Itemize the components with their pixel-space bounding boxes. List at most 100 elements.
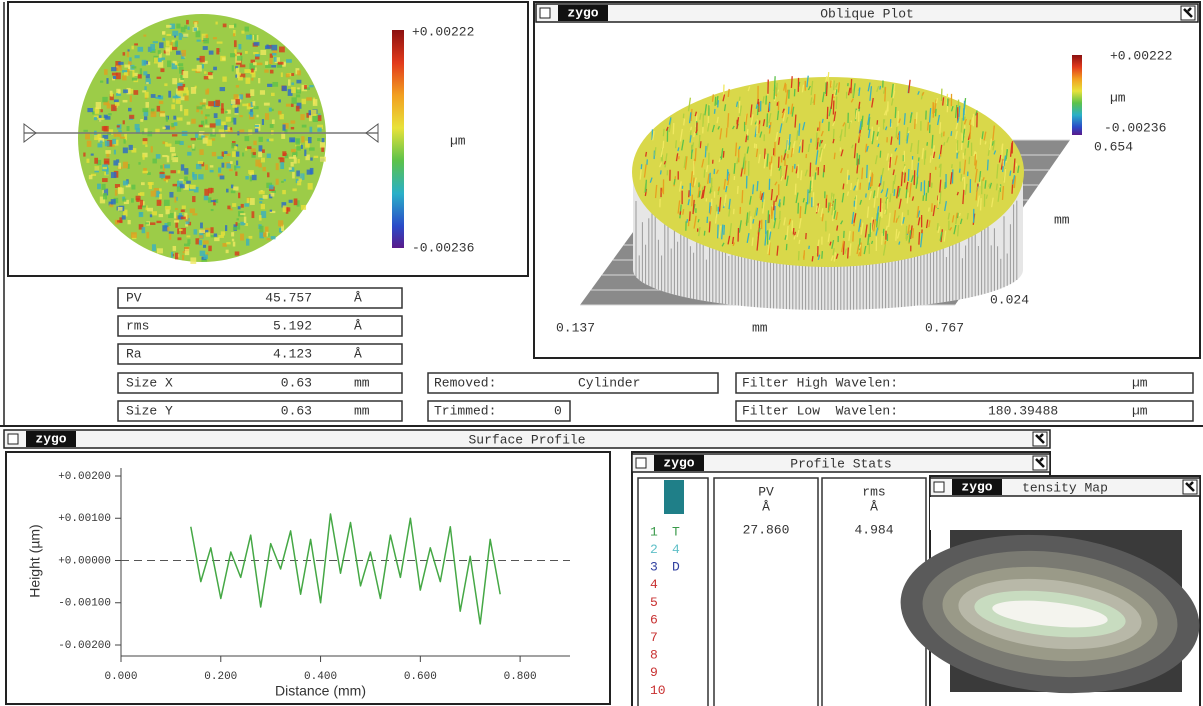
surface-spike: [746, 233, 750, 243]
map-texture: [100, 80, 104, 83]
surface-spike: [755, 207, 759, 216]
map-texture: [235, 74, 238, 78]
map-texture: [230, 161, 233, 165]
close-button[interactable]: [933, 481, 945, 493]
map-texture: [111, 72, 118, 76]
map-texture: [205, 229, 209, 233]
map-texture: [151, 244, 156, 252]
close-button[interactable]: [7, 433, 19, 445]
surface-spike: [699, 141, 702, 149]
surface-spike: [896, 185, 900, 199]
map-texture: [129, 114, 135, 119]
map-texture: [106, 103, 111, 109]
surface-spike: [690, 108, 693, 122]
surface-spike: [745, 212, 749, 226]
map-texture: [224, 151, 228, 155]
map-texture: [122, 120, 125, 125]
map-texture: [116, 131, 122, 137]
map-texture: [253, 106, 259, 110]
surface-spike: [926, 121, 930, 131]
map-texture: [215, 199, 219, 204]
map-texture: [259, 232, 265, 239]
surface-spike: [720, 148, 724, 160]
surface-spike: [906, 192, 909, 204]
map-texture: [156, 76, 162, 79]
map-texture: [288, 167, 292, 170]
surface-spike: [668, 118, 672, 133]
surface-spike: [915, 112, 918, 124]
surface-spike: [947, 212, 951, 220]
surface-spike: [771, 207, 774, 219]
map-texture: [295, 105, 300, 112]
map-texture: [113, 149, 116, 155]
result-label: Size Y: [126, 403, 173, 418]
surface-spike: [916, 162, 920, 176]
surface-spike: [811, 176, 814, 191]
map-texture: [161, 57, 166, 60]
map-texture: [253, 140, 257, 146]
surface-spike: [759, 190, 762, 199]
surface-spike: [799, 206, 802, 219]
surface-spike: [917, 210, 921, 218]
col-header: PV: [758, 484, 774, 499]
map-texture: [145, 74, 150, 79]
map-texture: [209, 169, 214, 173]
surface-spike: [654, 184, 658, 199]
map-texture: [221, 151, 224, 157]
surface-spike: [907, 169, 910, 181]
map-texture: [94, 166, 100, 171]
map-texture: [265, 231, 269, 237]
surface-spike: [927, 180, 930, 193]
map-texture: [172, 78, 178, 85]
surface-spike: [830, 79, 833, 87]
surface-spike: [757, 154, 761, 164]
setting-value: Cylinder: [578, 375, 640, 390]
map-texture: [282, 123, 289, 129]
map-texture: [122, 99, 128, 103]
surface-spike: [695, 113, 698, 128]
close-button[interactable]: [539, 7, 551, 19]
map-texture: [202, 46, 208, 50]
map-texture: [295, 94, 301, 98]
surface-spike: [711, 124, 715, 133]
surface-spike: [962, 129, 966, 143]
map-texture: [260, 49, 267, 56]
map-texture: [235, 53, 240, 57]
map-texture: [205, 34, 209, 39]
map-texture: [186, 235, 191, 238]
map-texture: [176, 117, 183, 121]
surface-spike: [714, 96, 717, 106]
map-texture: [174, 196, 177, 203]
surface-spike: [750, 114, 754, 126]
surface-spike: [765, 95, 768, 105]
surface-spike: [645, 151, 648, 157]
surface-spike: [698, 190, 701, 198]
map-texture: [101, 183, 106, 191]
map-texture: [190, 257, 197, 264]
surface-spike: [894, 155, 898, 166]
map-texture: [139, 199, 144, 207]
axis-end-label: 0.024: [990, 292, 1029, 307]
map-texture: [269, 124, 274, 128]
map-texture: [169, 23, 176, 30]
map-texture: [166, 33, 172, 36]
map-texture: [116, 159, 120, 166]
map-texture: [112, 75, 117, 79]
surface-spike: [654, 147, 657, 156]
col-header: rms: [862, 484, 885, 499]
map-texture: [262, 232, 267, 238]
map-texture: [164, 125, 170, 130]
surface-spike: [766, 153, 769, 167]
close-button[interactable]: [635, 457, 647, 469]
map-texture: [98, 137, 105, 142]
map-texture: [156, 199, 162, 206]
map-texture: [305, 140, 310, 148]
map-texture: [113, 160, 117, 166]
map-texture: [93, 116, 97, 121]
surface-spike: [905, 127, 909, 142]
map-texture: [116, 92, 122, 96]
map-texture: [83, 129, 88, 132]
surface-spike: [679, 128, 683, 142]
surface-spike: [818, 139, 822, 147]
map-texture: [213, 199, 216, 206]
